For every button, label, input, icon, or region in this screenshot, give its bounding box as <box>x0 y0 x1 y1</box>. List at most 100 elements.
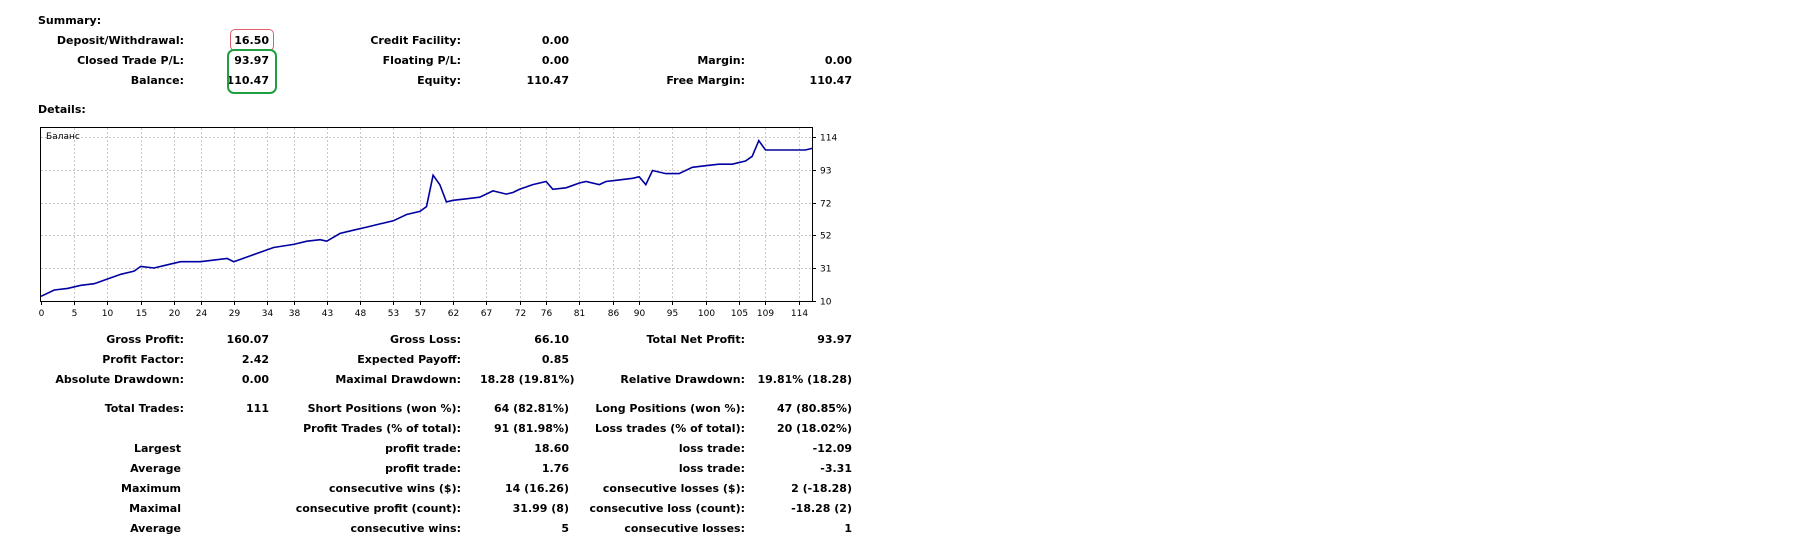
balance-label: Balance: <box>130 74 184 87</box>
maximal-consecutive-loss-value: -18.28 (2) <box>791 502 852 515</box>
x-tick-label: 38 <box>289 309 301 319</box>
long-positions-label: Long Positions (won %): <box>595 402 745 415</box>
average-profit-trade-label: profit trade: <box>385 462 461 475</box>
relative-drawdown-label: Relative Drawdown: <box>620 373 745 386</box>
average-profit-trade-value: 1.76 <box>541 462 569 475</box>
x-tick-label: 62 <box>448 309 459 319</box>
maximum-label: Maximum <box>121 482 181 495</box>
expected-payoff-value: 0.85 <box>541 353 569 366</box>
x-tick-label: 43 <box>322 309 333 319</box>
x-tick-label: 24 <box>196 309 208 319</box>
y-axis-ticks: 10 31 52 72 93 114 <box>812 134 837 308</box>
average-consecutive-wins-value: 5 <box>561 522 569 535</box>
x-tick-label: 15 <box>136 309 147 319</box>
equity-label: Equity: <box>417 74 461 87</box>
average-consecutive-label: Average <box>130 522 181 535</box>
x-tick-label: 57 <box>415 309 426 319</box>
gross-profit-value: 160.07 <box>226 333 269 346</box>
x-tick-label: 48 <box>355 309 367 319</box>
floating-pl-label: Floating P/L: <box>382 54 461 67</box>
x-tick-label: 67 <box>481 309 492 319</box>
maximal-consecutive-profit-value: 31.99 (8) <box>512 502 569 515</box>
short-positions-label: Short Positions (won %): <box>307 402 461 415</box>
total-trades-label: Total Trades: <box>104 402 184 415</box>
average-consecutive-wins-label: consecutive wins: <box>350 522 461 535</box>
average-label: Average <box>130 462 181 475</box>
summary-heading: Summary: <box>38 14 102 27</box>
largest-profit-trade-value: 18.60 <box>534 442 569 455</box>
deposit-withdrawal-value: 16.50 <box>234 34 269 47</box>
x-axis-ticks: 0 5 10 15 20 24 29 34 38 43 48 53 57 62 67 72 76 81 86 90 95… <box>39 301 808 319</box>
chart-title: Баланс <box>46 132 80 142</box>
x-tick-label: 114 <box>791 309 808 319</box>
closed-trade-pl-value: 93.97 <box>234 54 269 67</box>
absolute-drawdown-value: 0.00 <box>241 373 269 386</box>
maximal-drawdown-value: 18.28 (19.81%) <box>480 373 575 386</box>
maximal-label: Maximal <box>129 502 181 515</box>
y-tick-label: 52 <box>820 232 831 242</box>
x-tick-label: 86 <box>608 309 620 319</box>
x-tick-label: 53 <box>388 309 399 319</box>
x-tick-label: 5 <box>72 309 78 319</box>
y-tick-label: 72 <box>820 200 831 210</box>
x-tick-label: 76 <box>541 309 553 319</box>
largest-label: Largest <box>134 442 181 455</box>
maximum-consecutive-losses-label: consecutive losses ($): <box>602 482 745 495</box>
largest-loss-trade-value: -12.09 <box>812 442 852 455</box>
average-consecutive-losses-label: consecutive losses: <box>624 522 745 535</box>
x-tick-label: 109 <box>757 309 774 319</box>
x-tick-label: 34 <box>262 309 274 319</box>
floating-pl-value: 0.00 <box>541 54 569 67</box>
maximal-consecutive-loss-label: consecutive loss (count): <box>589 502 745 515</box>
deposit-withdrawal-label: Deposit/Withdrawal: <box>56 34 184 47</box>
average-consecutive-losses-value: 1 <box>844 522 852 535</box>
equity-value: 110.47 <box>526 74 569 87</box>
relative-drawdown-value: 19.81% (18.28) <box>757 373 853 386</box>
gross-loss-label: Gross Loss: <box>390 333 461 346</box>
total-trades-value: 111 <box>246 402 269 415</box>
profit-trades-value: 91 (81.98%) <box>493 422 569 435</box>
x-tick-label: 20 <box>169 309 181 319</box>
maximal-drawdown-label: Maximal Drawdown: <box>335 373 461 386</box>
profit-trades-label: Profit Trades (% of total): <box>303 422 461 435</box>
loss-trades-label: Loss trades (% of total): <box>594 422 745 435</box>
balance-series-line <box>40 138 813 298</box>
balance-value: 110.47 <box>226 74 269 87</box>
chart-frame <box>40 127 813 302</box>
y-tick-label: 31 <box>820 265 831 275</box>
x-tick-label: 0 <box>39 309 45 319</box>
x-tick-label: 95 <box>667 309 678 319</box>
credit-facility-label: Credit Facility: <box>370 34 461 47</box>
average-loss-trade-value: -3.31 <box>820 462 852 475</box>
x-tick-label: 90 <box>634 309 646 319</box>
expected-payoff-label: Expected Payoff: <box>357 353 461 366</box>
absolute-drawdown-label: Absolute Drawdown: <box>55 373 184 386</box>
gross-loss-value: 66.10 <box>534 333 569 346</box>
closed-trade-pl-label: Closed Trade P/L: <box>77 54 184 67</box>
total-net-profit-label: Total Net Profit: <box>646 333 746 346</box>
average-loss-trade-label: loss trade: <box>678 462 745 475</box>
y-tick-label: 10 <box>820 298 832 308</box>
x-tick-label: 105 <box>731 309 748 319</box>
margin-value: 0.00 <box>824 54 852 67</box>
maximal-consecutive-profit-label: consecutive profit (count): <box>295 502 461 515</box>
free-margin-label: Free Margin: <box>666 74 745 87</box>
x-tick-label: 81 <box>574 309 585 319</box>
long-positions-value: 47 (80.85%) <box>776 402 852 415</box>
y-tick-label: 114 <box>820 134 837 144</box>
short-positions-value: 64 (82.81%) <box>493 402 569 415</box>
x-tick-label: 72 <box>515 309 526 319</box>
profit-factor-value: 2.42 <box>241 353 269 366</box>
largest-profit-trade-label: profit trade: <box>385 442 461 455</box>
profit-factor-label: Profit Factor: <box>102 353 184 366</box>
maximum-consecutive-wins-value: 14 (16.26) <box>505 482 569 495</box>
details-heading: Details: <box>38 103 86 116</box>
x-tick-label: 10 <box>102 309 114 319</box>
y-tick-label: 93 <box>820 167 831 177</box>
credit-facility-value: 0.00 <box>541 34 569 47</box>
total-net-profit-value: 93.97 <box>817 333 852 346</box>
largest-loss-trade-label: loss trade: <box>678 442 745 455</box>
x-tick-label: 100 <box>698 309 715 319</box>
maximum-consecutive-losses-value: 2 (-18.28) <box>791 482 852 495</box>
